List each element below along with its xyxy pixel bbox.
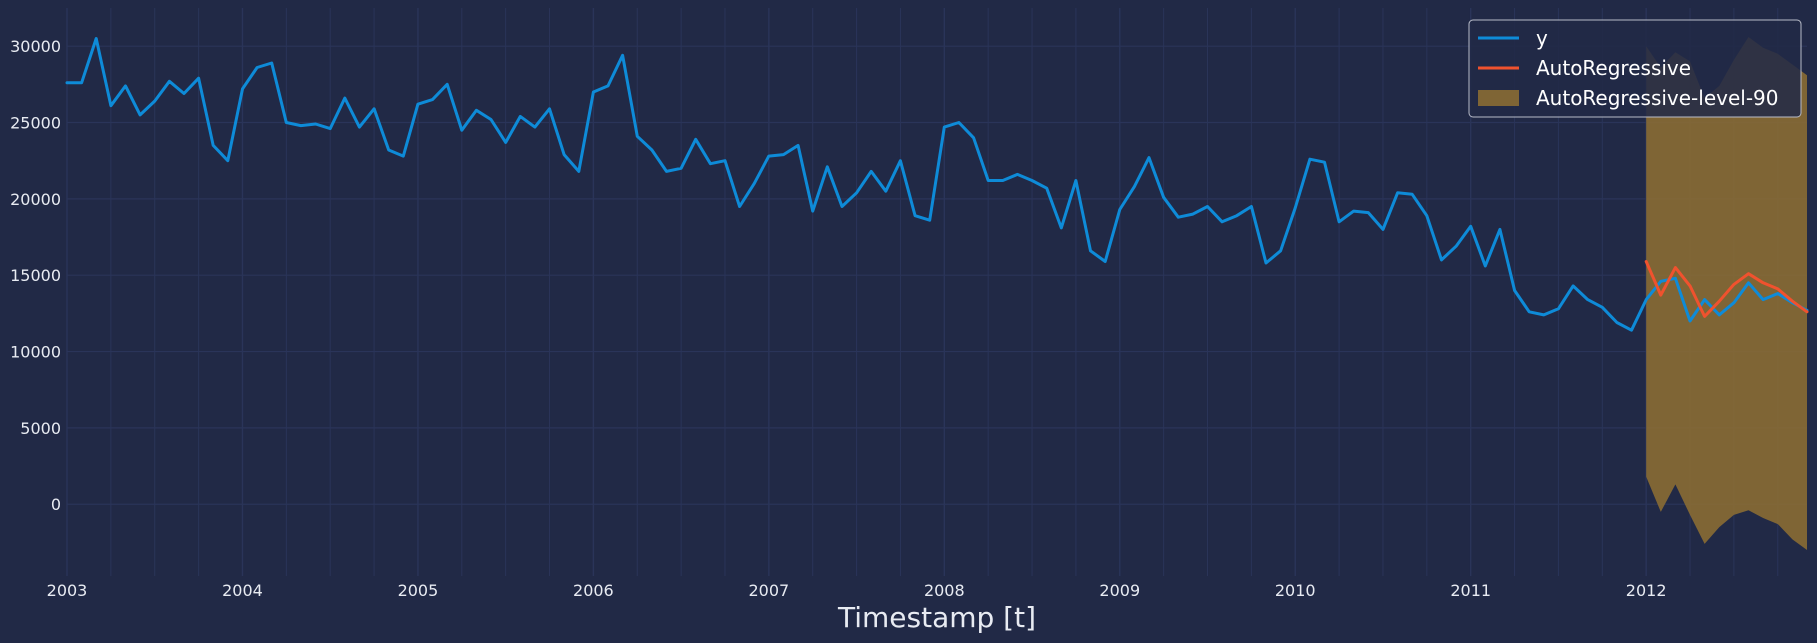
legend-swatch-interval [1478, 90, 1519, 106]
series-line-autoregressive [1644, 260, 1809, 318]
x-tick-label: 2005 [398, 581, 439, 600]
legend-label-y: y [1536, 26, 1548, 50]
legend-frame [1468, 19, 1802, 118]
x-axis-title: Timestamp [t] [837, 601, 1036, 634]
y-tick-label: 10000 [10, 343, 61, 362]
x-tick-label: 2008 [924, 581, 965, 600]
x-tick-label: 2004 [222, 581, 263, 600]
x-tick-label: 2006 [573, 581, 614, 600]
legend-label-interval: AutoRegressive-level-90 [1536, 86, 1779, 110]
tick-labels: 0 5000 10000 15000 20000 25000 30000 2003 2004 20… [10, 37, 1666, 600]
x-tick-label: 2010 [1275, 581, 1316, 600]
x-tick-label: 2007 [748, 581, 789, 600]
series-line-y [65, 37, 1809, 332]
x-tick-label: 2009 [1099, 581, 1140, 600]
y-tick-label: 0 [51, 495, 61, 514]
series-lines [65, 37, 1809, 332]
y-tick-label: 5000 [20, 419, 61, 438]
legend-label-autoregressive: AutoRegressive [1536, 56, 1691, 80]
y-tick-label: 20000 [10, 190, 61, 209]
x-tick-label: 2012 [1626, 581, 1667, 600]
x-tick-label: 2011 [1450, 581, 1491, 600]
y-tick-label: 30000 [10, 37, 61, 56]
y-tick-label: 15000 [10, 266, 61, 285]
x-tick-label: 2003 [47, 581, 88, 600]
legend: y AutoRegressive AutoRegressive-level-90 [1468, 19, 1802, 118]
y-tick-label: 25000 [10, 114, 61, 133]
